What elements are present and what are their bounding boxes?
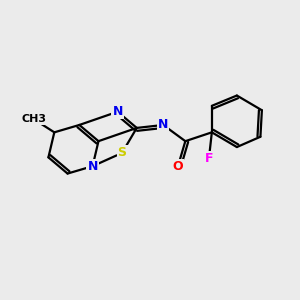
Text: N: N — [112, 105, 123, 118]
Text: S: S — [118, 146, 127, 159]
Text: O: O — [173, 160, 183, 173]
Text: F: F — [205, 152, 213, 165]
Text: N: N — [158, 118, 168, 131]
Text: N: N — [87, 160, 98, 173]
Text: CH3: CH3 — [21, 114, 46, 124]
